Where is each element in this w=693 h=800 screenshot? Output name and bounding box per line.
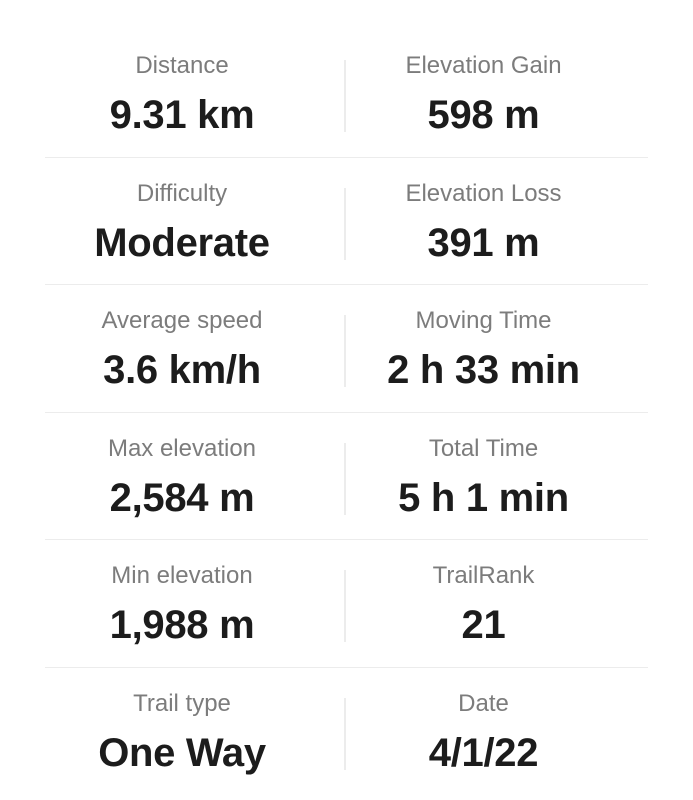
- stat-date: Date 4/1/22: [319, 668, 648, 795]
- stat-value: 1,988 m: [109, 603, 255, 648]
- stat-label: Elevation Gain: [405, 52, 562, 79]
- column-divider: [344, 187, 346, 260]
- stats-row: Average speed 3.6 km/h Moving Time 2 h 33 m…: [45, 285, 648, 413]
- column-divider: [344, 570, 346, 643]
- stats-grid: Distance 9.31 km Elevation Gain 598 m Diffic…: [45, 30, 648, 795]
- stats-row: Trail type One Way Date 4/1/22: [45, 668, 648, 795]
- stats-row: Distance 9.31 km Elevation Gain 598 m: [45, 30, 648, 158]
- stat-max-elevation: Max elevation 2,584 m: [45, 413, 319, 540]
- stats-row: Max elevation 2,584 m Total Time 5 h 1 min: [45, 413, 648, 541]
- stat-trailrank: TrailRank 21: [319, 540, 648, 667]
- stat-value: 21: [461, 603, 506, 648]
- stat-moving-time: Moving Time 2 h 33 min: [319, 285, 648, 412]
- stat-value: 4/1/22: [428, 730, 539, 775]
- stats-row: Difficulty Moderate Elevation Loss 391 m: [45, 158, 648, 286]
- stat-value: 9.31 km: [109, 93, 255, 137]
- stat-label: Max elevation: [107, 434, 257, 462]
- stats-row: Min elevation 1,988 m TrailRank 21: [45, 540, 648, 668]
- stat-label: Elevation Loss: [405, 179, 562, 207]
- stat-trail-type: Trail type One Way: [45, 668, 319, 795]
- stat-value: 598 m: [427, 93, 540, 137]
- stat-label: Distance: [135, 52, 229, 79]
- stat-label: Trail type: [133, 689, 231, 717]
- column-divider: [344, 60, 346, 132]
- stat-label: Total Time: [428, 434, 539, 462]
- stat-value: 3.6 km/h: [103, 348, 261, 393]
- stat-value: 2 h 33 min: [387, 348, 580, 393]
- stat-value: 5 h 1 min: [398, 475, 569, 520]
- stat-value: One Way: [98, 730, 266, 775]
- stat-value: Moderate: [94, 220, 270, 265]
- stat-value: 391 m: [427, 220, 540, 265]
- stat-label: Min elevation: [111, 562, 253, 590]
- stat-value: 2,584 m: [109, 475, 255, 520]
- column-divider: [344, 442, 346, 515]
- stat-difficulty: Difficulty Moderate: [45, 158, 319, 285]
- stat-average-speed: Average speed 3.6 km/h: [45, 285, 319, 412]
- stat-label: TrailRank: [432, 562, 535, 590]
- stat-label: Moving Time: [415, 307, 552, 335]
- stat-label: Difficulty: [136, 179, 228, 207]
- stat-total-time: Total Time 5 h 1 min: [319, 413, 648, 540]
- column-divider: [344, 315, 346, 388]
- stat-label: Average speed: [101, 307, 263, 335]
- column-divider: [344, 697, 346, 770]
- stat-elevation-gain: Elevation Gain 598 m: [319, 30, 648, 157]
- stat-distance: Distance 9.31 km: [45, 30, 319, 157]
- stat-label: Date: [458, 689, 509, 717]
- stat-elevation-loss: Elevation Loss 391 m: [319, 158, 648, 285]
- stat-min-elevation: Min elevation 1,988 m: [45, 540, 319, 667]
